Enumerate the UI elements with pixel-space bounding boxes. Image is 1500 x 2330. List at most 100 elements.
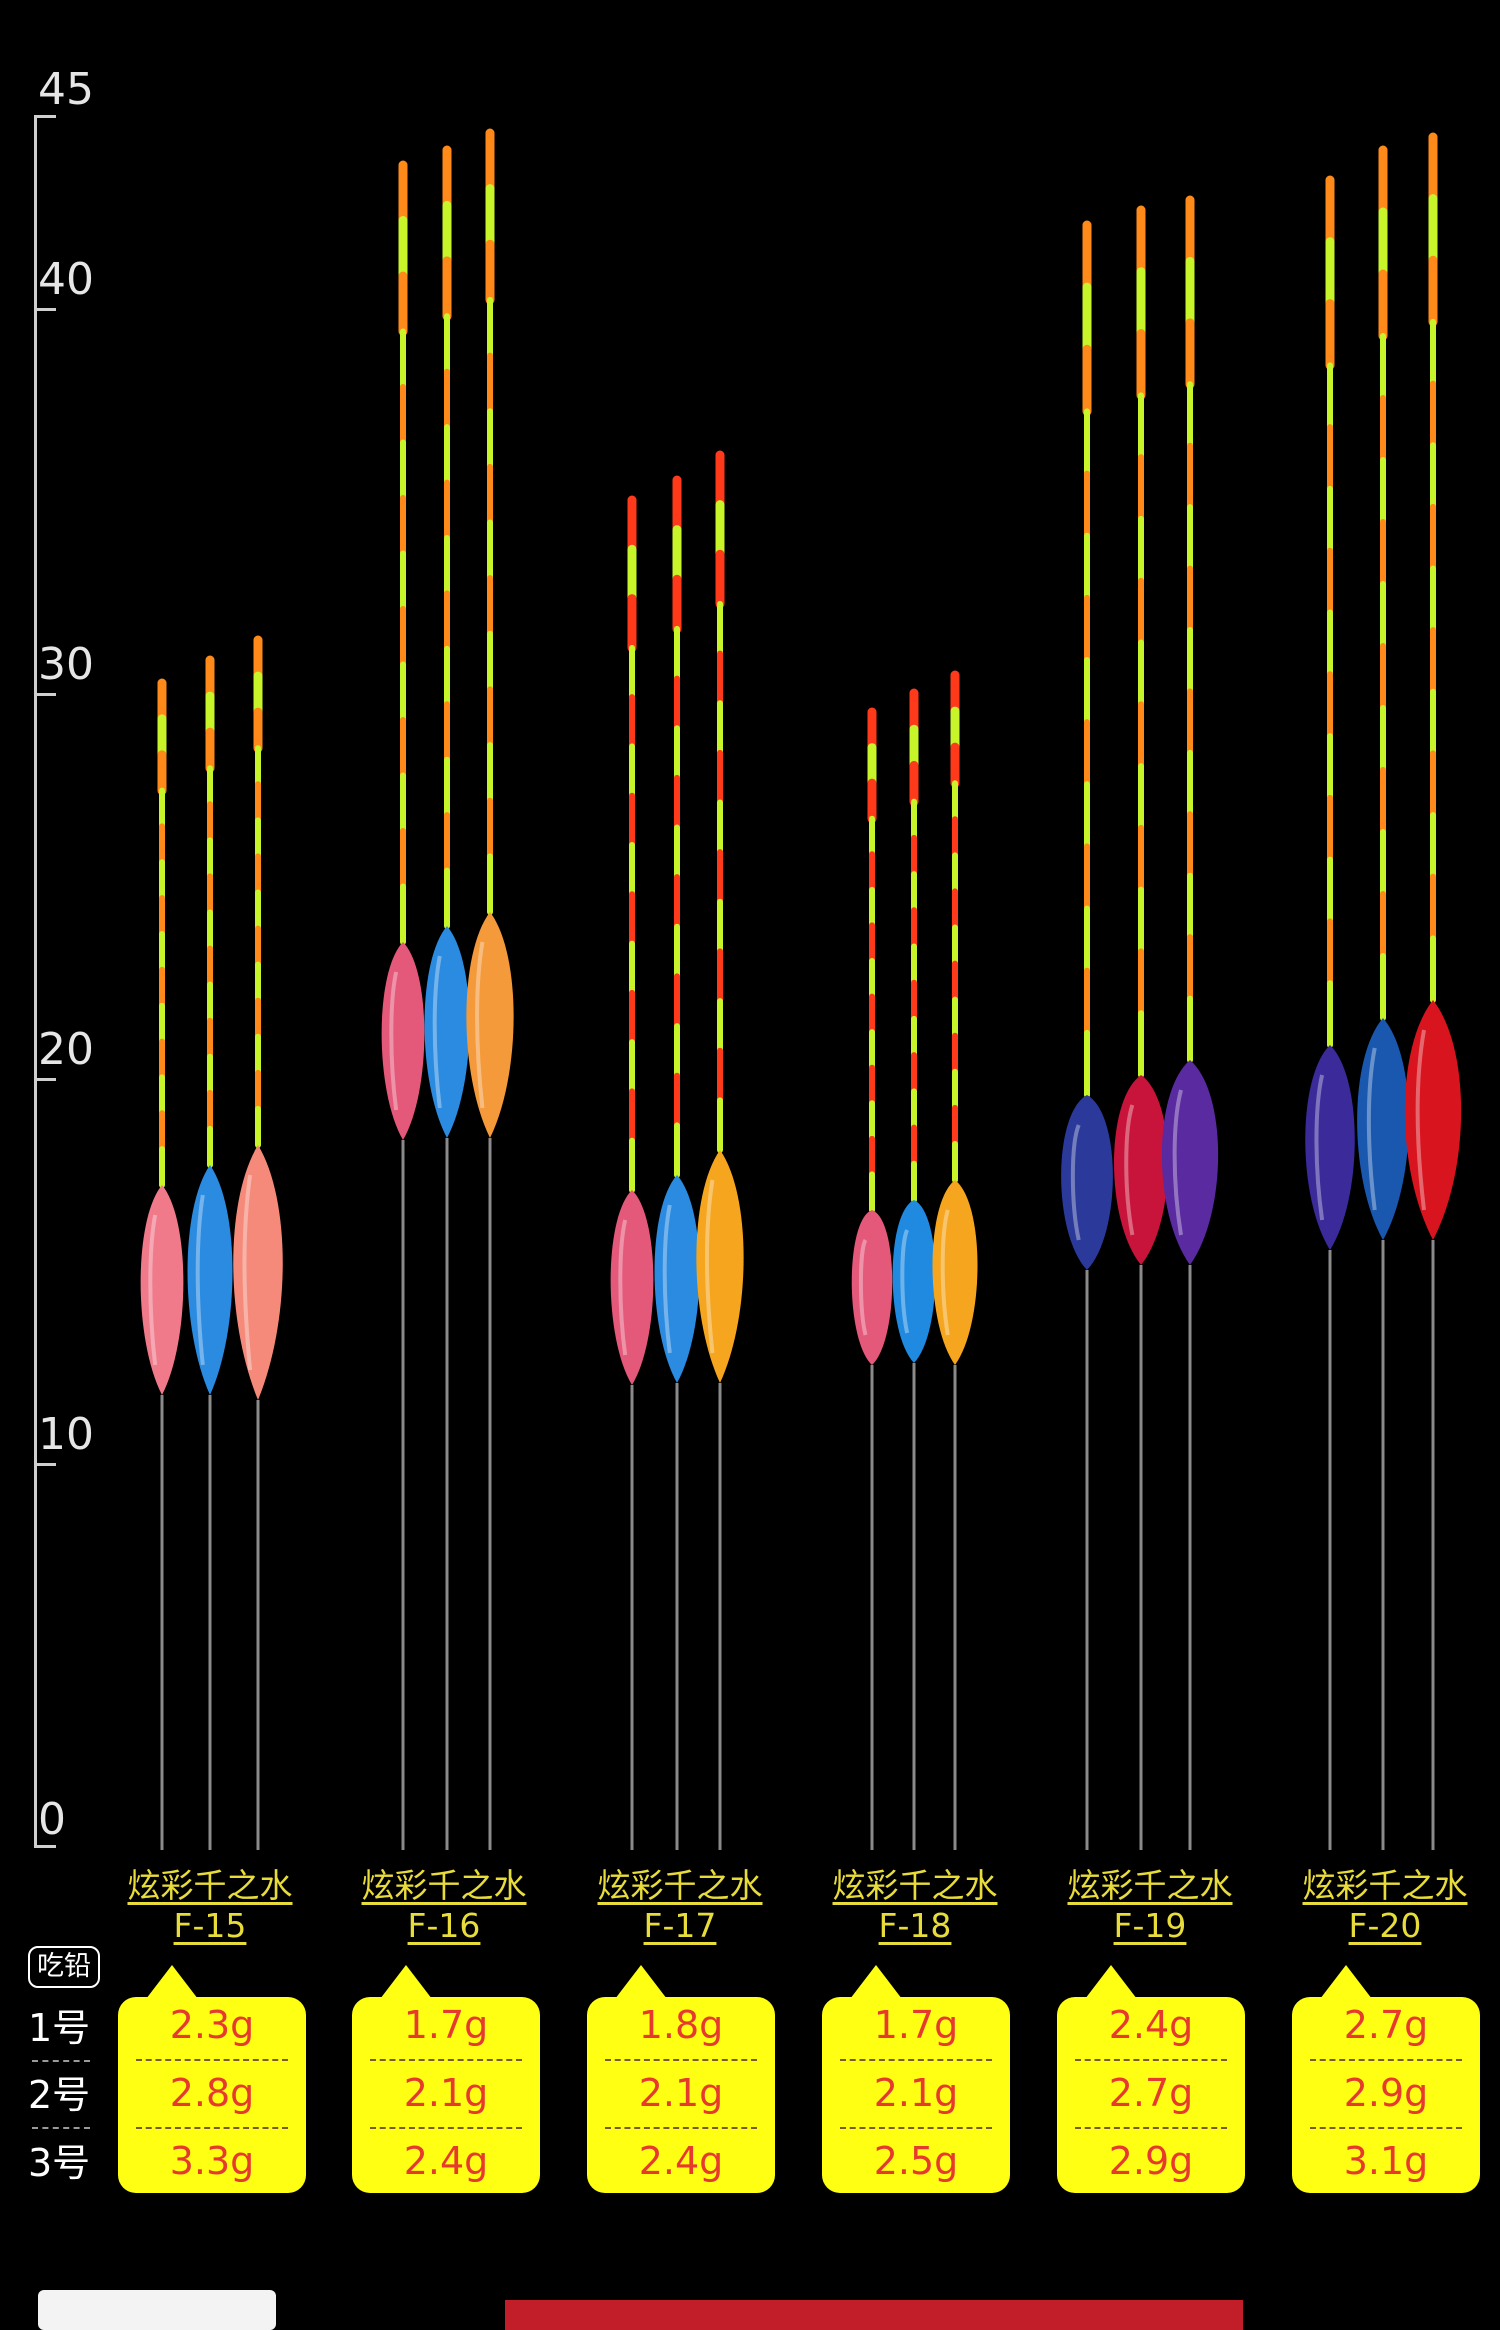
float-body <box>1404 1000 1462 1240</box>
card-divider <box>1310 2059 1462 2061</box>
float-highlight <box>1415 1029 1426 1211</box>
weight-2: 2.1g <box>638 2071 724 2115</box>
weight-1: 2.3g <box>169 2003 255 2047</box>
float-body <box>233 1145 283 1400</box>
row-label-3: 3号 <box>28 2141 91 2185</box>
card-divider <box>1075 2127 1227 2129</box>
float-body <box>696 1150 744 1383</box>
weight-1: 2.7g <box>1343 2003 1429 2047</box>
card-divider <box>605 2127 757 2129</box>
float-body <box>1114 1075 1168 1265</box>
card-divider <box>1075 2059 1227 2061</box>
float-body <box>1161 1060 1219 1265</box>
float-highlight <box>1124 1104 1135 1236</box>
footer-banner <box>505 2300 1243 2330</box>
card-divider <box>840 2127 992 2129</box>
card-divider <box>605 2059 757 2061</box>
card-pointer <box>850 1965 902 1999</box>
ruler-axis <box>34 115 37 1847</box>
weight-2: 2.1g <box>403 2071 489 2115</box>
ruler-tick <box>34 115 56 118</box>
float-highlight <box>1314 1074 1325 1221</box>
card-divider <box>370 2127 522 2129</box>
float-body <box>381 942 425 1140</box>
ruler-tick <box>34 1078 56 1081</box>
weight-3: 2.4g <box>638 2139 724 2183</box>
float-highlight <box>940 1209 950 1336</box>
ruler-label-20: 20 <box>38 1024 94 1075</box>
float-body <box>892 1200 936 1363</box>
weight-card-f20: 2.7g 2.9g 3.1g <box>1292 1997 1480 2193</box>
weight-3: 2.4g <box>403 2139 489 2183</box>
float-highlight <box>618 1219 628 1356</box>
card-divider <box>370 2059 522 2061</box>
weight-2: 2.8g <box>169 2071 255 2115</box>
float-body <box>187 1165 233 1395</box>
ruler-tick <box>34 308 56 311</box>
float-highlight <box>148 1214 158 1366</box>
ruler-tick <box>34 1845 56 1848</box>
ruler-label-40: 40 <box>38 254 94 305</box>
float-body <box>610 1190 654 1385</box>
weight-2: 2.1g <box>873 2071 959 2115</box>
ruler-label-10: 10 <box>38 1409 94 1460</box>
group-name-f15: 炫彩千之水 F-15 <box>127 1866 293 1945</box>
weight-3: 2.9g <box>1108 2139 1194 2183</box>
float-highlight <box>475 941 485 1109</box>
float-highlight <box>432 955 442 1109</box>
group-name-f16: 炫彩千之水 F-16 <box>361 1866 527 1945</box>
ruler-tick <box>34 1463 56 1466</box>
weight-1: 2.4g <box>1108 2003 1194 2047</box>
float-highlight <box>900 1229 910 1334</box>
footer-image-box <box>38 2290 276 2330</box>
weight-2: 2.9g <box>1343 2071 1429 2115</box>
weight-1: 1.7g <box>873 2003 959 2047</box>
card-pointer <box>1320 1965 1372 1999</box>
float-body <box>1357 1018 1409 1240</box>
float-body <box>1305 1045 1355 1250</box>
ruler-tick <box>34 693 56 696</box>
weight-2: 2.7g <box>1108 2071 1194 2115</box>
float-body <box>654 1175 700 1383</box>
weight-card-f16: 1.7g 2.1g 2.4g <box>352 1997 540 2193</box>
float-body <box>932 1180 978 1365</box>
card-pointer <box>146 1965 198 1999</box>
float-body <box>140 1185 184 1395</box>
fishing-floats-illustration <box>140 128 1462 1850</box>
weight-card-f15: 2.3g 2.8g 3.3g <box>118 1997 306 2193</box>
weight-3: 3.3g <box>169 2139 255 2183</box>
weight-1: 1.8g <box>638 2003 724 2047</box>
float-highlight <box>858 1238 868 1336</box>
float-highlight <box>389 971 399 1111</box>
group-name-f20: 炫彩千之水 F-20 <box>1302 1866 1468 1945</box>
float-highlight <box>662 1204 672 1354</box>
row-divider <box>32 2127 90 2129</box>
weight-card-f19: 2.4g 2.7g 2.9g <box>1057 1997 1245 2193</box>
ruler-label-30: 30 <box>38 639 94 690</box>
float-body <box>851 1210 893 1365</box>
group-name-f17: 炫彩千之水 F-17 <box>597 1866 763 1945</box>
weight-1: 1.7g <box>403 2003 489 2047</box>
weight-3: 3.1g <box>1343 2139 1429 2183</box>
float-body <box>466 912 514 1138</box>
float-highlight <box>1366 1047 1377 1211</box>
float-body <box>424 926 470 1138</box>
ruler-label-45: 45 <box>38 64 94 115</box>
weight-card-f17: 1.8g 2.1g 2.4g <box>587 1997 775 2193</box>
float-highlight <box>705 1179 715 1354</box>
lead-weight-header: 吃铅 <box>28 1946 100 1988</box>
card-divider <box>136 2127 288 2129</box>
card-divider <box>136 2059 288 2061</box>
float-body <box>1061 1095 1113 1270</box>
card-pointer <box>1085 1965 1137 1999</box>
weight-card-f18: 1.7g 2.1g 2.5g <box>822 1997 1010 2193</box>
card-divider <box>840 2059 992 2061</box>
float-highlight <box>1172 1089 1183 1236</box>
row-label-2: 2号 <box>28 2073 91 2117</box>
group-name-f18: 炫彩千之水 F-18 <box>832 1866 998 1945</box>
float-highlight <box>242 1174 253 1371</box>
group-name-f19: 炫彩千之水 F-19 <box>1067 1866 1233 1945</box>
ruler-label-0: 0 <box>38 1794 66 1845</box>
row-divider <box>32 2060 90 2062</box>
